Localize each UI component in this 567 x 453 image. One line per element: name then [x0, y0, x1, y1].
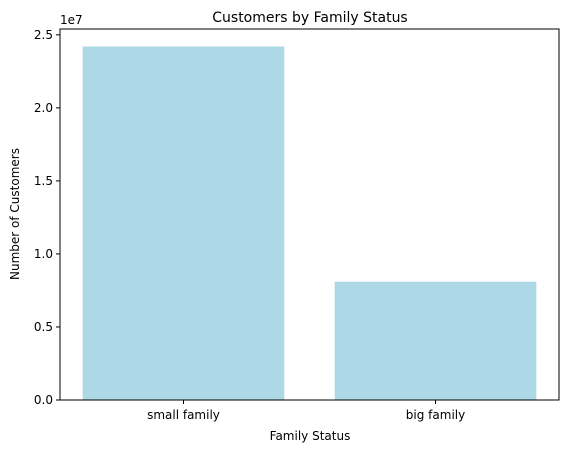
x-axis-label: Family Status — [270, 429, 351, 443]
y-tick-label: 1.5 — [34, 174, 53, 188]
bars-group — [82, 46, 537, 400]
y-offset-label: 1e7 — [60, 13, 83, 27]
y-tick-label: 1.0 — [34, 247, 53, 261]
bar-small-family — [82, 46, 285, 400]
y-tick-label: 0.0 — [34, 393, 53, 407]
bar-big-family — [334, 281, 537, 400]
y-tick-label: 2.5 — [34, 28, 53, 42]
y-axis-label: Number of Customers — [8, 148, 22, 280]
x-tick-label: big family — [406, 408, 465, 422]
y-tick-label: 0.5 — [34, 320, 53, 334]
plot-frame — [59, 28, 560, 401]
x-axis-ticks: small family big family — [147, 400, 465, 422]
x-tick-label: small family — [147, 408, 220, 422]
y-axis-ticks: 0.0 0.5 1.0 1.5 2.0 2.5 — [34, 28, 60, 407]
chart-title: Customers by Family Status — [212, 10, 407, 26]
y-tick-label: 2.0 — [34, 101, 53, 115]
